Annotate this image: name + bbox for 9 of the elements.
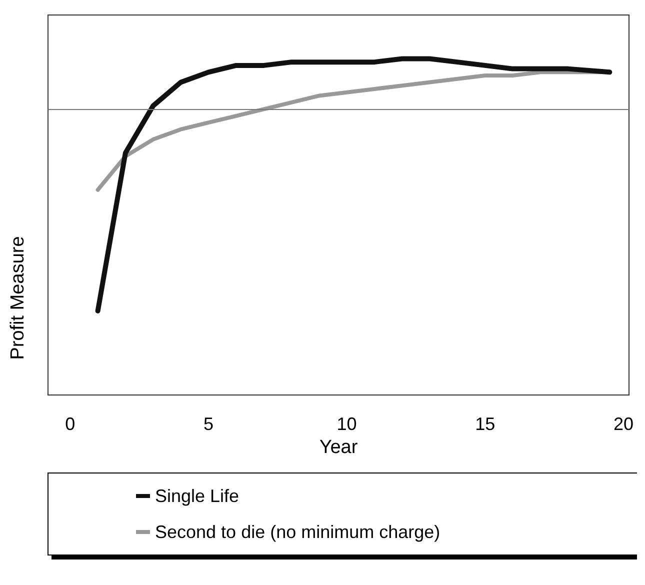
x-tick-label: 10 bbox=[336, 414, 357, 434]
y-axis-title: Profit Measure bbox=[8, 236, 28, 360]
x-tick-label: 15 bbox=[475, 414, 496, 434]
x-tick-label: 0 bbox=[65, 414, 76, 434]
x-tick-label: 5 bbox=[203, 414, 214, 434]
legend-label: Single Life bbox=[155, 486, 240, 506]
legend-label: Second to die (no minimum charge) bbox=[155, 522, 440, 542]
x-axis-title: Year bbox=[319, 436, 358, 458]
x-tick-label: 20 bbox=[613, 414, 634, 434]
